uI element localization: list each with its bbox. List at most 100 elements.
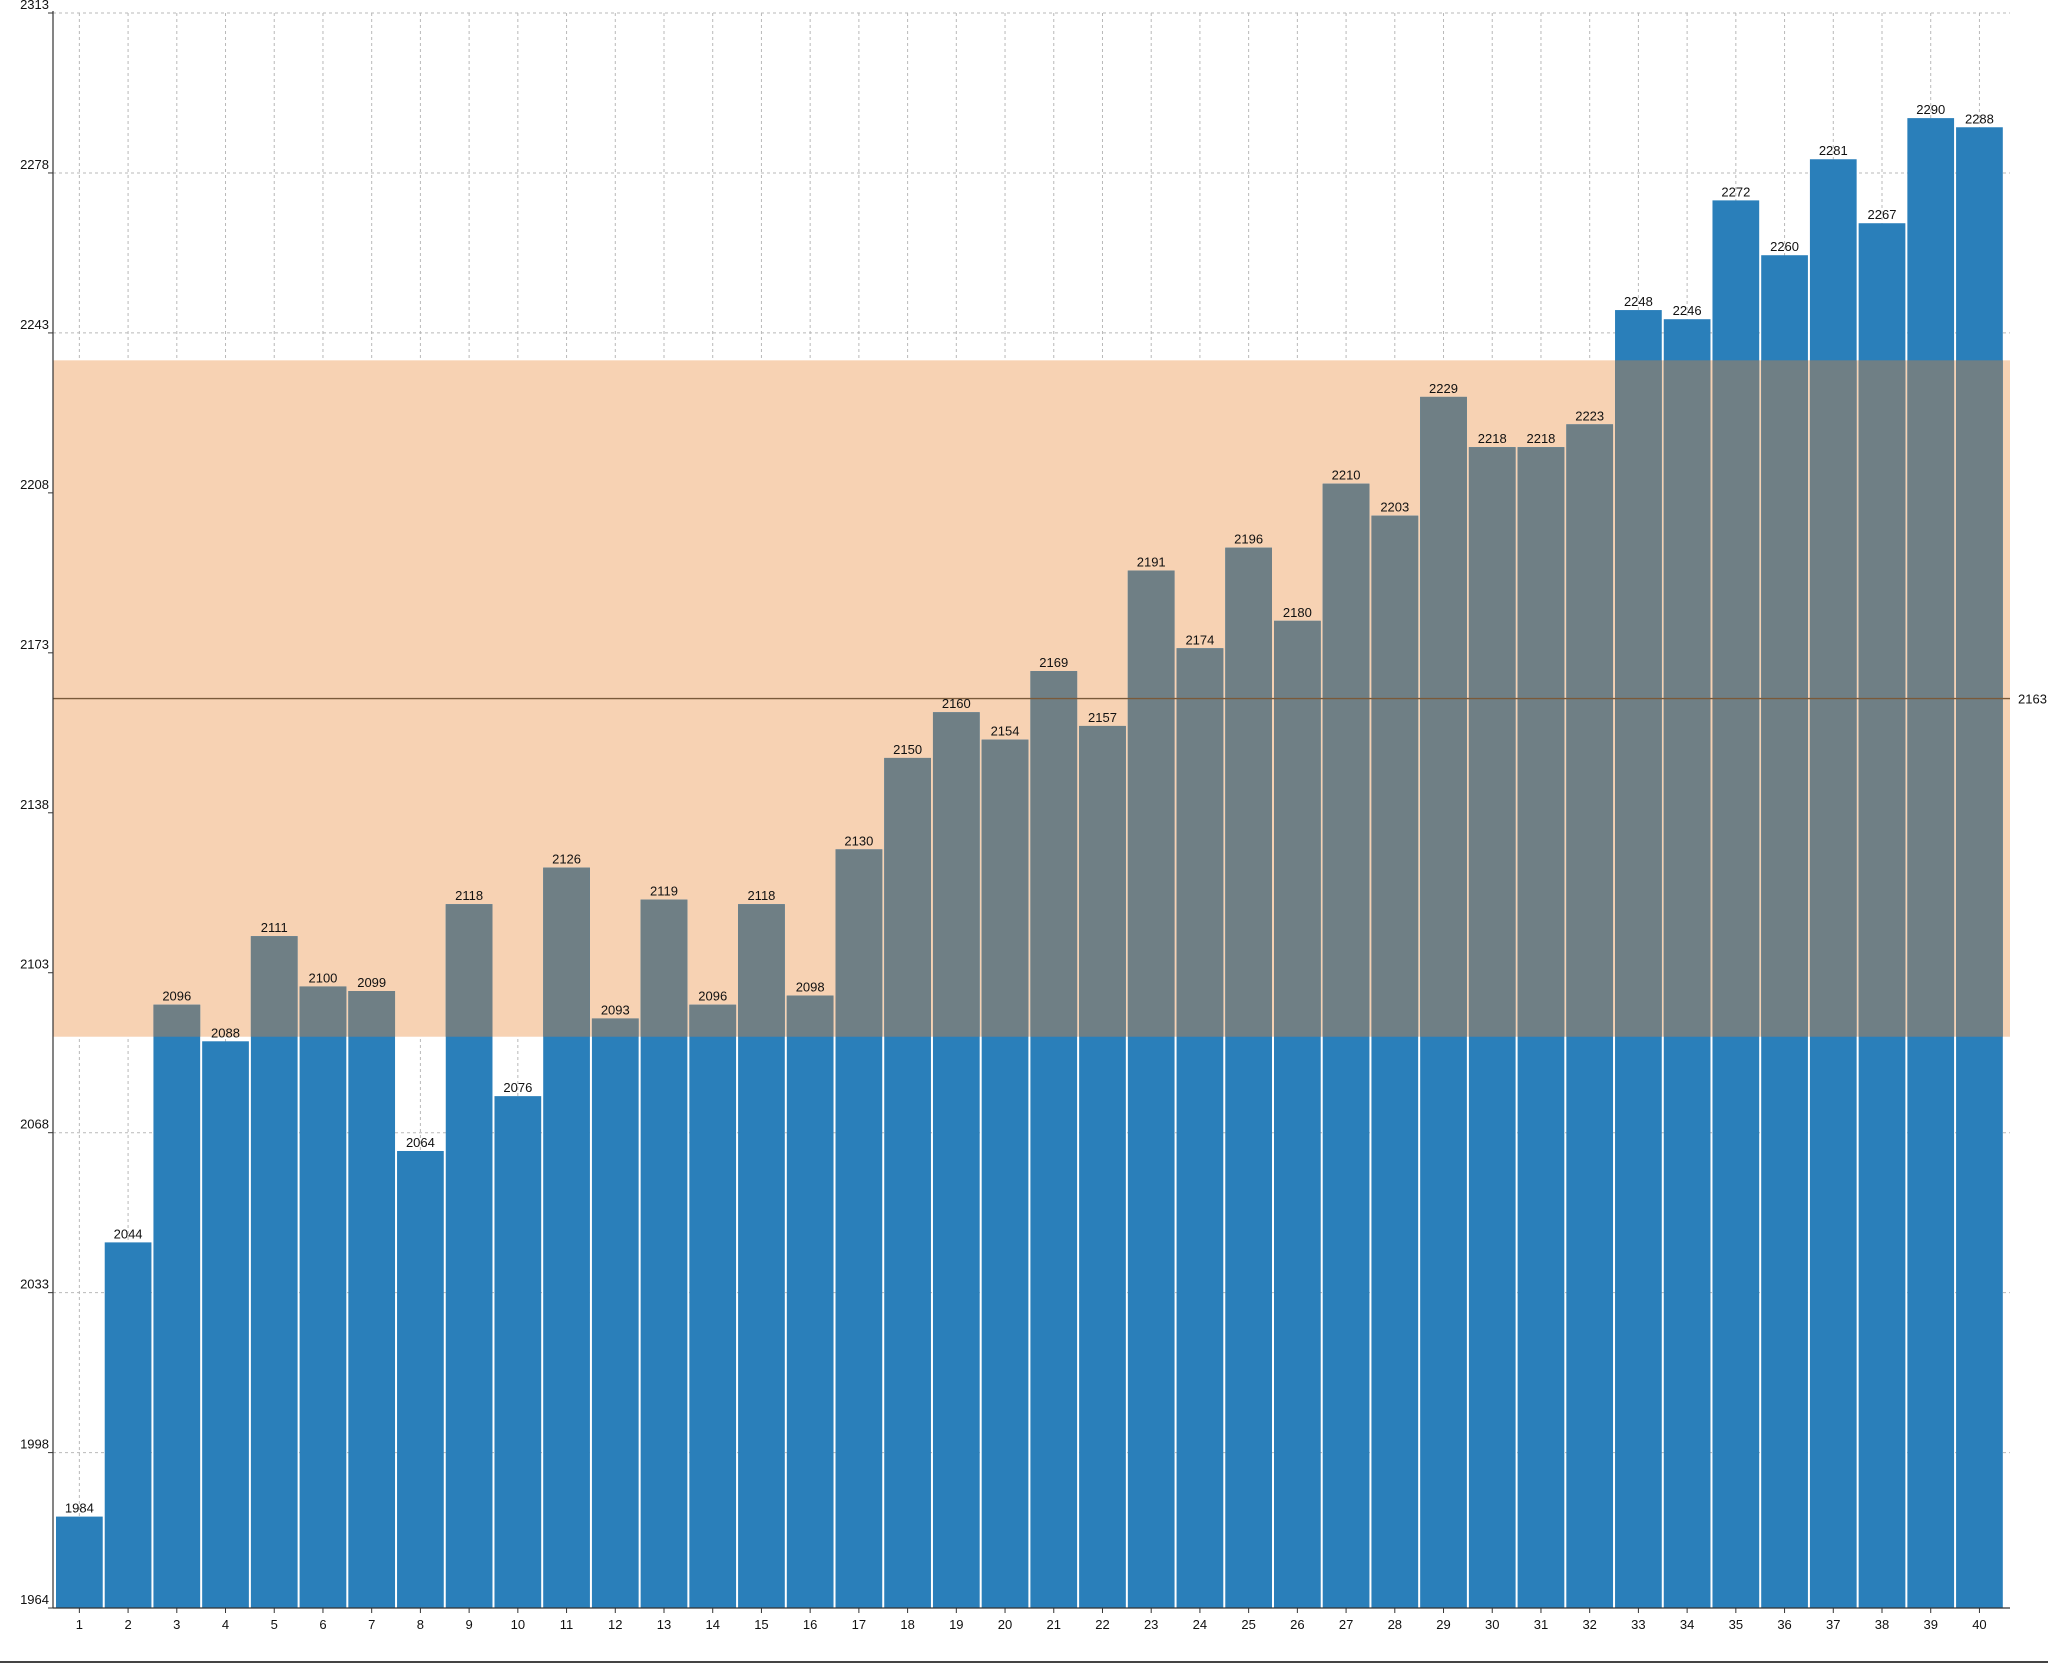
x-tick-label: 32: [1582, 1617, 1596, 1632]
mean-line-label: 2163: [2018, 692, 2047, 707]
bar-value-label: 2196: [1234, 532, 1263, 547]
x-tick-label: 14: [705, 1617, 719, 1632]
bar: [786, 995, 834, 1608]
x-tick-label: 36: [1777, 1617, 1791, 1632]
x-tick-label: 38: [1875, 1617, 1889, 1632]
bar-value-label: 2157: [1088, 710, 1117, 725]
bar-value-label: 2119: [650, 884, 678, 899]
x-tick-label: 7: [368, 1617, 375, 1632]
bar-overlap: [1079, 725, 1126, 1037]
bar-value-label: 2191: [1137, 555, 1166, 570]
mean-line-group: 2163: [53, 692, 2047, 707]
y-tick-label: 1998: [20, 1437, 49, 1452]
bar-value-label: 2096: [162, 989, 191, 1004]
bar-value-label: 2044: [114, 1226, 143, 1241]
bar-overlap: [299, 986, 347, 1037]
bar-overlap: [1566, 424, 1614, 1037]
bar-value-label: 2088: [211, 1025, 240, 1040]
bar-value-label: 2246: [1673, 303, 1702, 318]
bar-overlap: [1468, 447, 1516, 1037]
bar: [348, 991, 396, 1608]
bar-overlap: [153, 1004, 201, 1037]
bar-value-label: 2096: [698, 989, 727, 1004]
bar-overlap: [786, 995, 834, 1037]
bar-value-label: 2218: [1478, 431, 1507, 446]
bar-overlap: [1176, 648, 1224, 1037]
x-tick-label: 10: [511, 1617, 525, 1632]
bar: [250, 936, 298, 1608]
bar-value-label: 2076: [503, 1080, 532, 1095]
bar: [494, 1096, 542, 1608]
x-tick-label: 34: [1680, 1617, 1694, 1632]
bar-value-label: 2099: [357, 975, 386, 990]
bar-overlap: [1225, 547, 1272, 1037]
y-tick-label: 2173: [20, 637, 49, 652]
y-tick-label: 1964: [20, 1592, 49, 1607]
bar: [56, 1516, 103, 1608]
bar-labels: 1984 2044 2096 2088 2111 2100 2099 2064 2118 2076…: [65, 102, 1994, 1515]
x-tick-label: 1: [76, 1617, 83, 1632]
x-tick-label: 30: [1485, 1617, 1499, 1632]
x-tick-label: 2: [124, 1617, 131, 1632]
x-tick-label: 23: [1144, 1617, 1158, 1632]
bar-value-label: 2218: [1526, 431, 1555, 446]
bar-overlap: [689, 1004, 737, 1037]
bar-value-label: 2272: [1721, 184, 1750, 199]
x-tick-label: 6: [319, 1617, 326, 1632]
bar-overlap: [591, 1018, 639, 1037]
x-tick-label: 19: [949, 1617, 963, 1632]
bar: [153, 1004, 201, 1608]
bar-value-label: 2267: [1868, 207, 1897, 222]
bar-overlap: [543, 867, 590, 1037]
x-tick-label: 21: [1047, 1617, 1061, 1632]
x-tick-label: 13: [657, 1617, 671, 1632]
bar-value-label: 2064: [406, 1135, 435, 1150]
x-tick-label: 22: [1095, 1617, 1109, 1632]
y-tick-label: 2068: [20, 1117, 49, 1132]
x-tick-label: 28: [1388, 1617, 1402, 1632]
y-tick-label: 2243: [20, 317, 49, 332]
y-tick-label: 2278: [20, 157, 49, 172]
x-tick-label: 5: [271, 1617, 278, 1632]
bar-value-label: 2098: [796, 980, 825, 995]
bar-value-label: 2130: [844, 833, 873, 848]
bar-value-label: 2248: [1624, 294, 1653, 309]
bar-value-label: 2118: [455, 888, 483, 903]
bar-value-label: 2260: [1770, 239, 1799, 254]
x-tick-label: 18: [900, 1617, 914, 1632]
x-tick-label: 37: [1826, 1617, 1840, 1632]
x-tick-label: 33: [1631, 1617, 1645, 1632]
x-tick-label: 20: [998, 1617, 1012, 1632]
x-tick-label: 11: [560, 1617, 574, 1632]
bar: [104, 1242, 152, 1608]
bar-value-label: 2229: [1429, 381, 1458, 396]
y-tick-label: 2033: [20, 1277, 49, 1292]
x-tick-label: 16: [803, 1617, 817, 1632]
bar-overlap: [1371, 515, 1419, 1037]
bar: [202, 1041, 249, 1608]
bar-overlap: [1420, 396, 1467, 1037]
x-tick-label: 17: [852, 1617, 866, 1632]
bar-value-label: 2111: [261, 920, 288, 935]
x-tick-label: 3: [173, 1617, 180, 1632]
x-tick-label: 29: [1436, 1617, 1450, 1632]
bar-value-label: 2288: [1965, 111, 1994, 126]
bar-value-label: 2154: [991, 724, 1020, 739]
y-tick-label: 2103: [20, 957, 49, 972]
bar-value-label: 2118: [747, 888, 775, 903]
bar-value-label: 2281: [1819, 143, 1848, 158]
x-tick-label: 8: [417, 1617, 424, 1632]
x-tick-label: 9: [466, 1617, 473, 1632]
bar-overlap: [250, 936, 298, 1037]
y-tick-label: 2138: [20, 797, 49, 812]
bar-overlap: [640, 899, 688, 1037]
bar-value-label: 2150: [893, 742, 922, 757]
x-tick-label: 31: [1534, 1617, 1548, 1632]
bar-overlap: [738, 904, 785, 1037]
bar-overlap: [1517, 447, 1565, 1037]
bar-value-label: 2100: [308, 970, 337, 985]
x-tick-label: 12: [608, 1617, 622, 1632]
bar-value-label: 2126: [552, 852, 581, 867]
bar: [397, 1150, 444, 1608]
